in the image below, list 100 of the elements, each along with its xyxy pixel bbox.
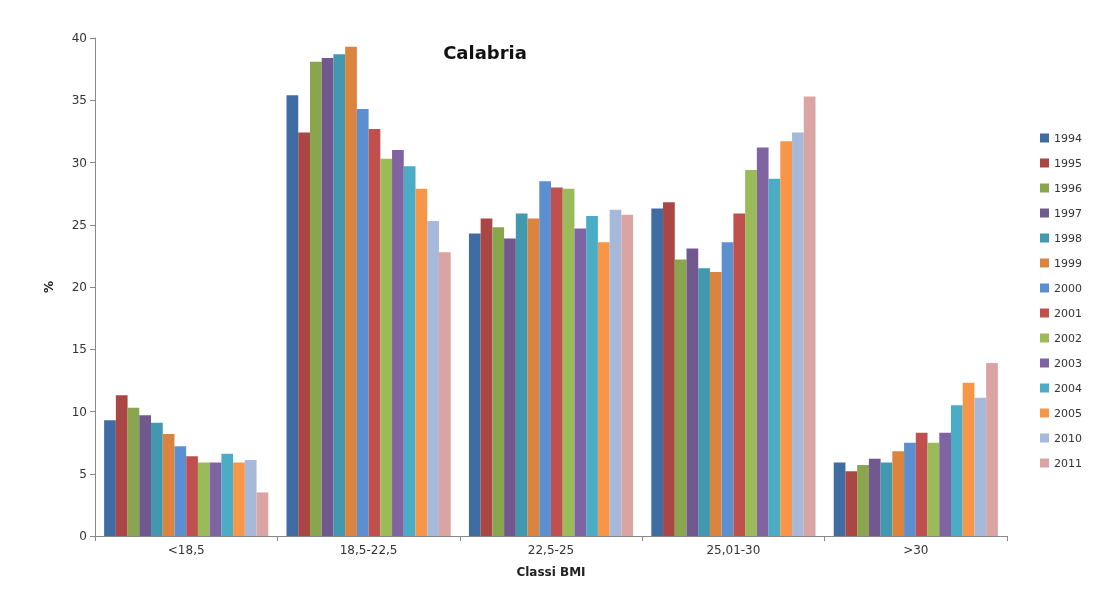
bar	[139, 415, 152, 536]
bar	[309, 61, 322, 536]
bar	[551, 187, 563, 536]
bar	[609, 209, 622, 536]
x-axis-title: Classi BMI	[516, 565, 586, 579]
bar	[356, 108, 369, 536]
bar	[621, 214, 634, 536]
bar	[392, 150, 404, 536]
bar	[974, 397, 987, 536]
bar	[962, 382, 975, 536]
bar	[162, 433, 175, 536]
bar	[468, 233, 481, 536]
bar	[427, 221, 439, 536]
bar	[345, 46, 357, 536]
bar	[950, 405, 963, 536]
legend-label: 1998	[1054, 231, 1083, 245]
bar	[127, 407, 140, 536]
bar	[480, 218, 493, 536]
bar	[151, 422, 163, 536]
bar	[286, 95, 299, 536]
legend-label: 2005	[1054, 406, 1083, 420]
legend-label: 2011	[1054, 456, 1083, 470]
bar	[574, 228, 587, 536]
x-tick-label: 25,01-30	[706, 543, 761, 557]
y-tick-label: 0	[79, 529, 87, 543]
bar	[651, 208, 664, 536]
legend-label: 2001	[1054, 306, 1083, 320]
bar	[721, 242, 734, 536]
bar	[892, 451, 905, 536]
bar	[368, 128, 381, 536]
bar	[104, 420, 116, 536]
bar	[857, 465, 869, 536]
bar	[939, 432, 951, 536]
bar	[333, 54, 346, 536]
legend-label: 2002	[1054, 331, 1083, 345]
bar	[868, 458, 881, 536]
y-axis-title: %	[42, 280, 56, 294]
y-tick-label: 5	[79, 466, 87, 481]
x-tick-label: 22,5-25	[527, 543, 575, 557]
bar	[756, 147, 769, 536]
bar	[539, 181, 551, 536]
bar	[197, 462, 210, 536]
bar	[403, 166, 416, 536]
bar	[186, 456, 198, 536]
bar	[880, 462, 893, 536]
bar	[233, 462, 245, 536]
bar	[321, 57, 334, 536]
bar	[527, 218, 540, 536]
chart-title: Calabria	[443, 41, 527, 63]
bar	[709, 272, 722, 536]
bar	[380, 158, 393, 536]
bar	[745, 169, 757, 536]
legend-label: 2010	[1054, 431, 1083, 445]
x-tick-label: 18,5-22,5	[339, 543, 398, 557]
y-tick-label: 35	[71, 93, 87, 108]
legend-label: 2003	[1054, 356, 1083, 370]
y-tick-label: 15	[71, 342, 87, 357]
bar	[115, 395, 128, 536]
bar	[209, 462, 222, 536]
legend-label: 2004	[1054, 381, 1083, 395]
bar	[492, 227, 505, 536]
bar	[833, 462, 846, 536]
bar	[904, 442, 916, 536]
bar	[298, 132, 310, 536]
bar	[438, 252, 451, 536]
bar	[780, 141, 793, 536]
bar	[221, 453, 234, 536]
y-tick-label: 30	[71, 155, 87, 170]
bar	[586, 216, 598, 536]
bar	[174, 446, 187, 536]
bar	[663, 202, 675, 536]
bar	[803, 96, 816, 536]
bar	[915, 432, 928, 536]
bar	[792, 132, 804, 536]
bar	[256, 492, 269, 536]
x-tick-label: >30	[903, 543, 929, 557]
bar	[927, 442, 940, 536]
bar	[686, 248, 699, 536]
legend-label: 1996	[1054, 181, 1083, 195]
bar	[733, 213, 746, 536]
y-tick-label: 25	[71, 217, 87, 232]
bar	[597, 242, 610, 536]
bar	[674, 259, 687, 536]
bar	[986, 362, 998, 536]
bar	[244, 460, 257, 536]
bar	[698, 268, 710, 536]
legend-label: 1999	[1054, 256, 1083, 270]
x-tick-label: <18,5	[167, 543, 205, 557]
bar	[562, 188, 575, 536]
legend-label: 1994	[1054, 131, 1083, 145]
bar	[504, 238, 516, 536]
bar	[415, 188, 428, 536]
bar	[515, 213, 528, 536]
y-tick-label: 40	[71, 31, 87, 45]
legend-label: 2000	[1054, 281, 1083, 295]
legend-label: 1997	[1054, 206, 1083, 220]
legend-label: 1995	[1054, 156, 1083, 170]
y-tick-label: 20	[71, 280, 87, 294]
bar	[768, 178, 781, 536]
y-tick-label: 10	[71, 404, 87, 419]
